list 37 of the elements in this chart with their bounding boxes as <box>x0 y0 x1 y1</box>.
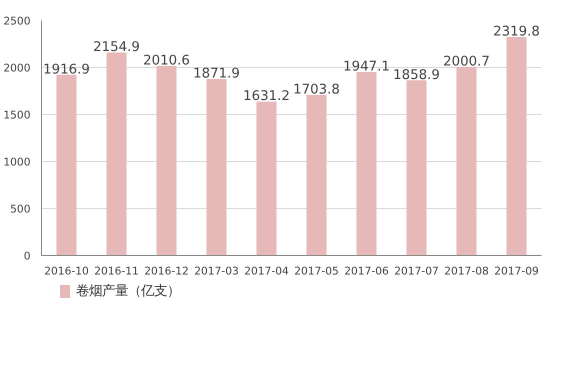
x-tick-label: 2017-08 <box>444 264 489 278</box>
data-label: 1631.2 <box>243 89 290 104</box>
x-tick-label: 2017-05 <box>294 264 339 278</box>
x-tick-label: 2016-12 <box>144 264 189 278</box>
bar <box>306 94 326 256</box>
x-tick-label: 2017-09 <box>494 264 539 278</box>
x-tick-label: 2017-04 <box>244 264 289 278</box>
bar <box>156 66 176 256</box>
data-label: 1703.8 <box>293 82 340 98</box>
x-tick-label: 2017-06 <box>344 264 389 278</box>
data-label: 1858.9 <box>393 68 440 83</box>
bar <box>206 79 226 256</box>
bar <box>456 66 476 256</box>
data-label: 2154.9 <box>93 40 140 55</box>
bar <box>256 102 276 256</box>
bar <box>506 36 526 256</box>
data-label: 1916.9 <box>43 62 90 78</box>
bar <box>106 52 126 256</box>
x-tick-label: 2016-10 <box>44 264 89 278</box>
data-label: 1947.1 <box>343 59 390 74</box>
x-tick-label: 2017-03 <box>194 264 239 278</box>
data-label: 2319.8 <box>493 24 540 40</box>
legend-label: 卷烟产量（亿支） <box>76 284 180 299</box>
y-tick-label: 1500 <box>3 108 31 122</box>
y-tick-label: 2500 <box>3 14 31 28</box>
bar <box>406 80 426 256</box>
x-tick-label: 2016-11 <box>94 264 139 278</box>
data-label: 1871.9 <box>193 66 240 82</box>
x-tick-label: 2017-07 <box>394 264 439 278</box>
bar <box>356 72 376 256</box>
data-label: 2010.6 <box>143 54 190 69</box>
data-label: 2000.7 <box>443 54 490 70</box>
bar <box>56 74 76 256</box>
y-tick-label: 2000 <box>3 62 31 74</box>
y-tick-label: 500 <box>10 202 31 216</box>
y-tick-label: 0 <box>24 250 31 262</box>
y-tick-label: 1000 <box>3 156 31 168</box>
